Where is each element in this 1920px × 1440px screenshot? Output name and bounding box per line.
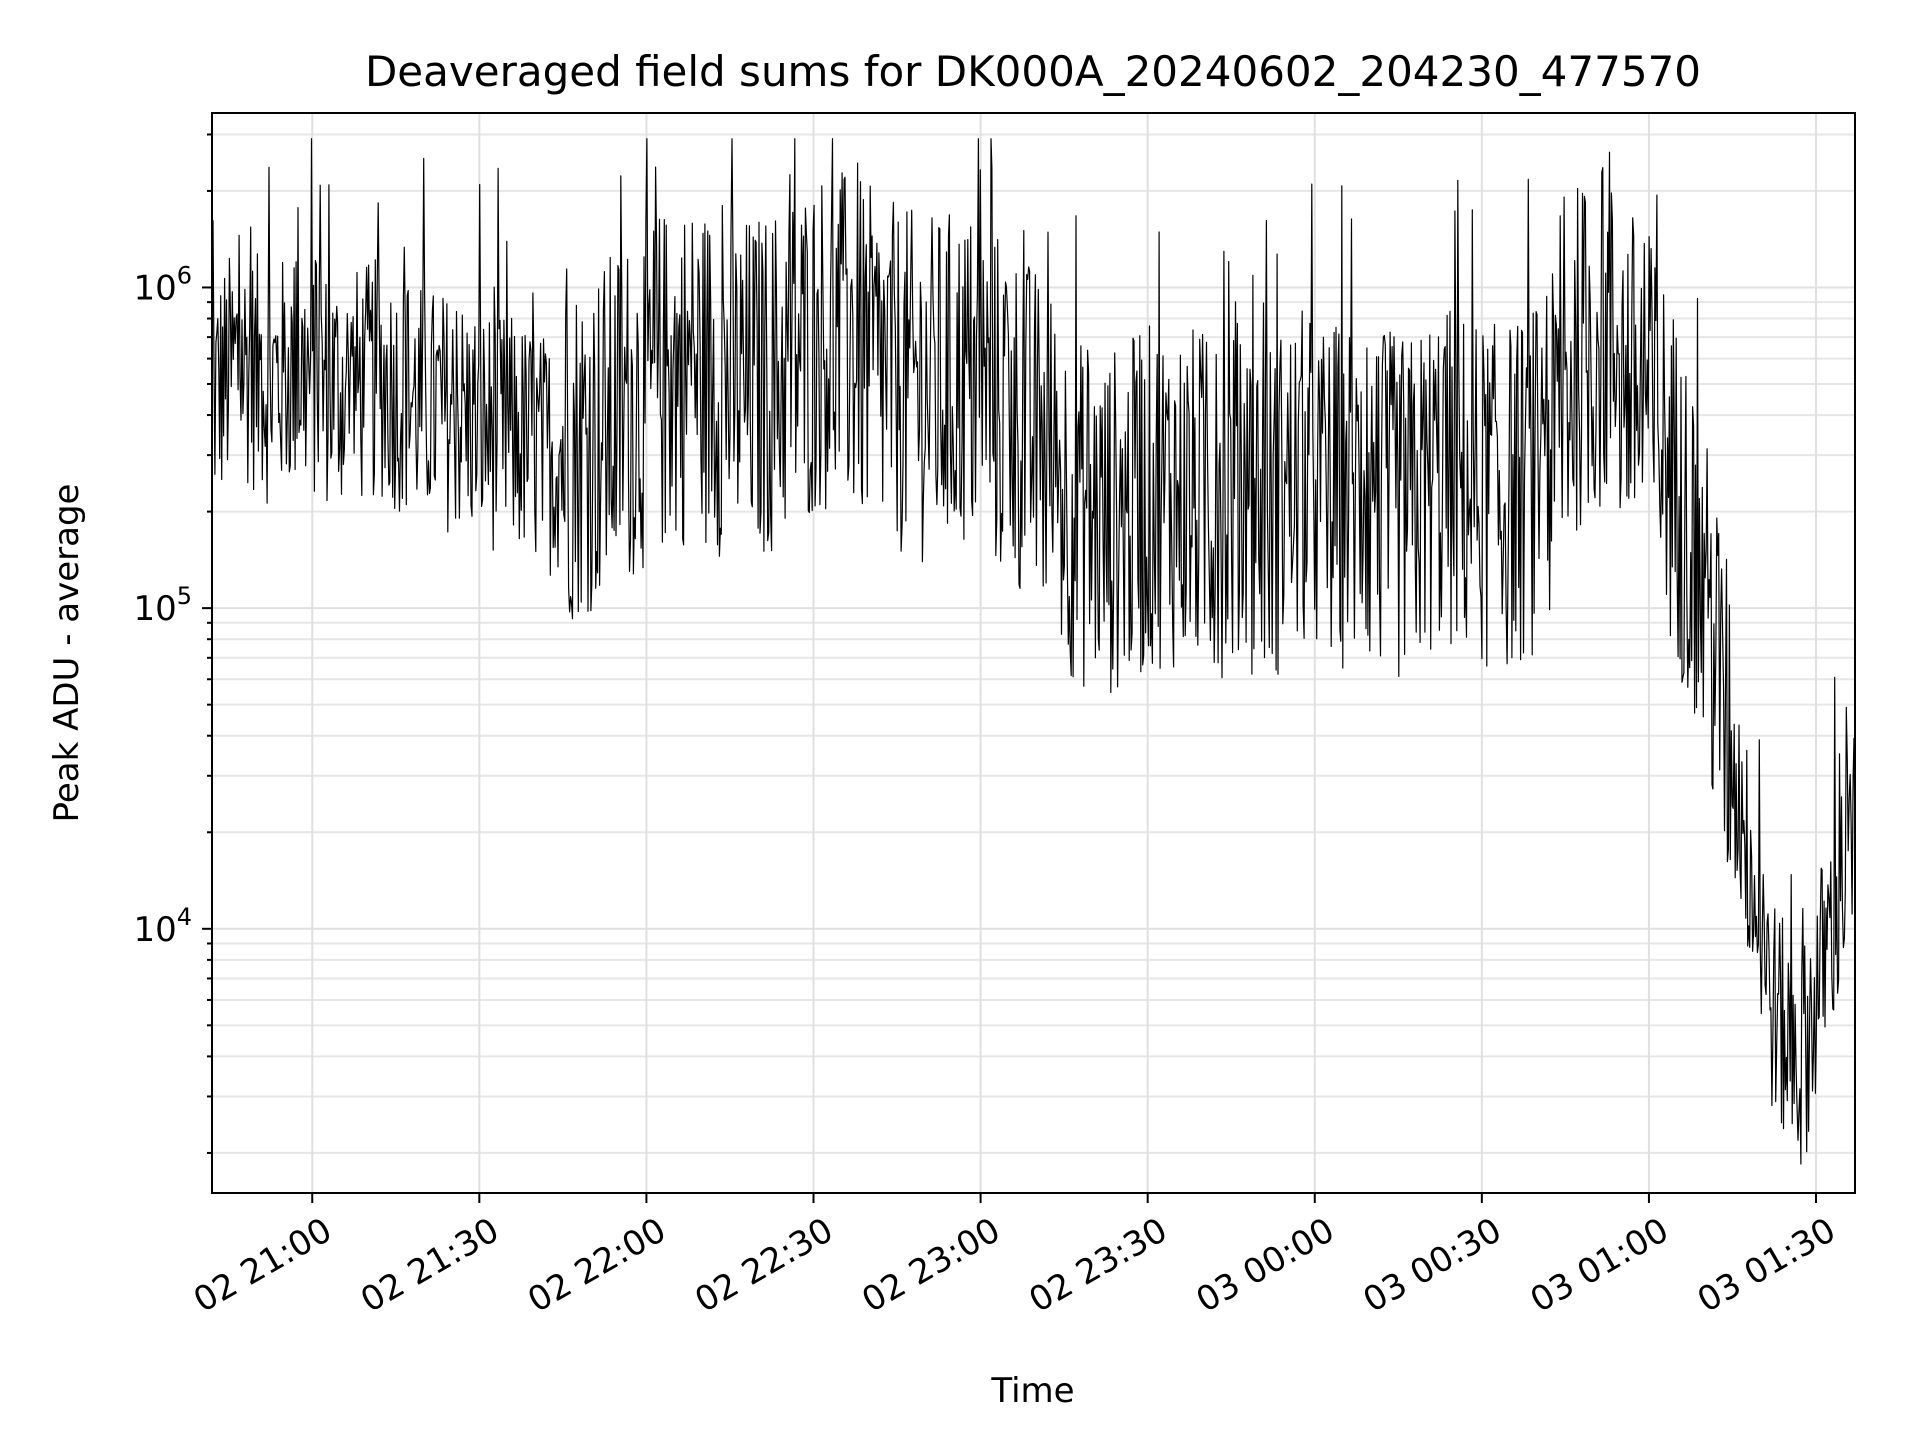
x-axis-label: Time bbox=[990, 1371, 1074, 1411]
y-tick-label: 106 bbox=[133, 261, 192, 308]
y-tick-label: 105 bbox=[133, 582, 192, 629]
series-line bbox=[211, 138, 1856, 1165]
chart-title: Deaveraged field sums for DK000A_2024060… bbox=[365, 47, 1701, 96]
y-tick-label: 104 bbox=[133, 903, 192, 950]
y-axis: 104 105 106 bbox=[133, 133, 212, 1154]
plot-frame bbox=[211, 112, 1856, 1194]
y-axis-label: Peak ADU - average bbox=[47, 484, 87, 823]
